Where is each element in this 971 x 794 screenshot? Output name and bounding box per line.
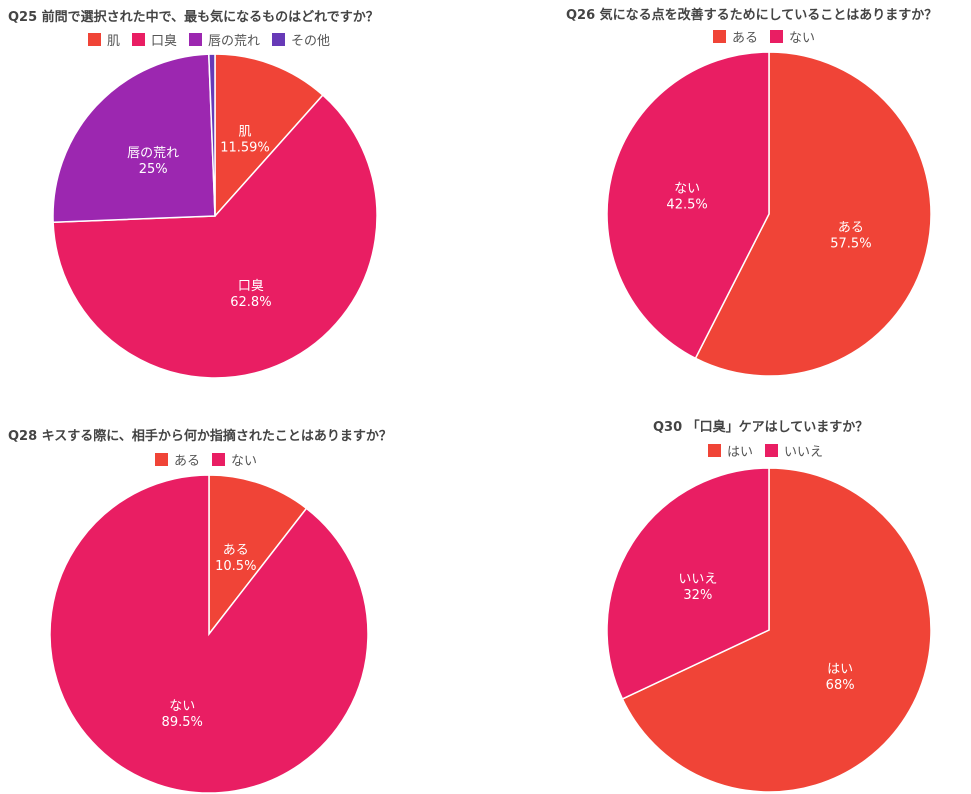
legend-swatch	[708, 444, 721, 457]
slice-value-label: 11.59%	[220, 140, 270, 155]
legend-entry[interactable]: 口臭	[132, 30, 177, 49]
pie-slice[interactable]	[52, 53, 216, 223]
legend-swatch	[212, 453, 226, 466]
legend-swatch	[765, 444, 779, 457]
legend-entry[interactable]: ある	[155, 450, 200, 469]
legend-label: 口臭	[151, 34, 178, 49]
legend-label: ない	[789, 31, 816, 46]
slice-label: 肌	[238, 124, 251, 139]
slice-label: いいえ	[678, 572, 717, 587]
pie-slice[interactable]	[214, 53, 324, 218]
legend-entry[interactable]: 唇の荒れ	[189, 30, 260, 49]
chart-legend: 肌 口臭 唇の荒れ その他	[88, 30, 330, 49]
slice-label: ない	[674, 181, 700, 196]
legend-swatch	[272, 33, 286, 46]
legend-entry[interactable]: ない	[212, 450, 257, 469]
chart-title: Q25 前問で選択された中で、最も気になるものはどれですか？	[8, 10, 379, 25]
legend-label: はい	[727, 445, 754, 460]
legend-label: ない	[231, 454, 258, 469]
legend-entry[interactable]: その他	[272, 30, 330, 49]
pie-slice[interactable]	[52, 94, 378, 379]
slice-label: 唇の荒れ	[127, 146, 179, 161]
legend-label: 肌	[107, 34, 121, 49]
slice-value-label: 89.5%	[162, 715, 203, 730]
pie-slice[interactable]	[49, 474, 369, 794]
pie-slice[interactable]	[606, 467, 770, 700]
chart-title: Q30 「口臭」ケアはしていますか？	[653, 420, 869, 435]
pie-slice[interactable]	[621, 467, 932, 793]
legend-swatch	[88, 33, 101, 46]
slice-value-label: 57.5%	[830, 237, 871, 252]
legend-swatch	[713, 30, 726, 43]
slice-label: ある	[838, 221, 864, 236]
chart-title: Q28 キスする際に、相手から何か指摘されたことはありますか？	[8, 429, 392, 444]
slice-label: ない	[169, 699, 195, 714]
legend-swatch	[132, 33, 146, 46]
legend-label: 唇の荒れ	[208, 34, 261, 49]
chart-legend: ある ない	[713, 27, 815, 46]
chart-title: Q26 気になる点を改善するためにしていることはありますか？	[566, 8, 938, 23]
legend-swatch	[155, 453, 168, 466]
slice-label: ある	[223, 543, 249, 558]
pie-slice[interactable]	[694, 51, 932, 377]
legend-entry[interactable]: いいえ	[765, 441, 823, 460]
legend-entry[interactable]: ある	[713, 27, 758, 46]
legend-label: いいえ	[784, 445, 824, 460]
slice-value-label: 42.5%	[666, 197, 707, 212]
slice-value-label: 68%	[826, 678, 855, 693]
legend-swatch	[770, 30, 784, 43]
slice-value-label: 62.8%	[230, 295, 271, 310]
chart-legend: はい いいえ	[708, 441, 823, 460]
chart-legend: ある ない	[155, 450, 257, 469]
pie-slice[interactable]	[606, 51, 770, 360]
legend-label: ある	[174, 454, 201, 469]
legend-label: ある	[732, 31, 759, 46]
slice-value-label: 25%	[139, 162, 168, 177]
pie-slice[interactable]	[208, 474, 308, 637]
slice-label: 口臭	[238, 279, 264, 294]
slice-value-label: 32%	[683, 588, 712, 603]
slice-label: はい	[827, 662, 853, 677]
legend-entry[interactable]: 肌	[88, 30, 120, 49]
pie-slice[interactable]	[208, 53, 216, 217]
legend-swatch	[189, 33, 203, 46]
legend-entry[interactable]: ない	[770, 27, 815, 46]
legend-entry[interactable]: はい	[708, 441, 753, 460]
slice-value-label: 10.5%	[215, 559, 256, 574]
legend-label: その他	[291, 34, 331, 49]
